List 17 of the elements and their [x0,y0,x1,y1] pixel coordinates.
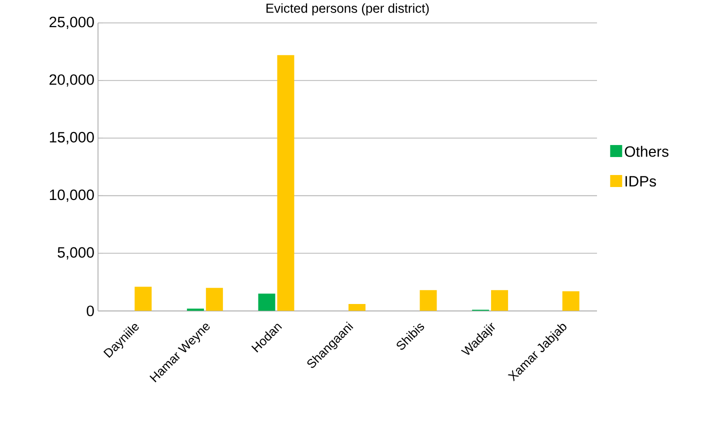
y-tick-label: 0 [86,306,94,316]
y-tick-label: 15,000 [50,132,94,144]
legend-label: Others [624,146,668,157]
bar [491,290,508,311]
bar [258,294,276,311]
bar [134,286,152,311]
bar [562,291,580,311]
chart-title: Evicted persons (per district) [266,3,429,16]
y-tick-label: 10,000 [50,190,94,202]
y-tick-label: 25,000 [50,16,94,30]
bar [206,288,223,311]
y-tick-label: 5,000 [58,247,94,260]
bar [348,304,366,311]
bar [277,55,294,311]
bar [420,290,437,311]
y-tick-label: 20,000 [50,74,94,87]
legend-label: IDPs [626,176,656,187]
